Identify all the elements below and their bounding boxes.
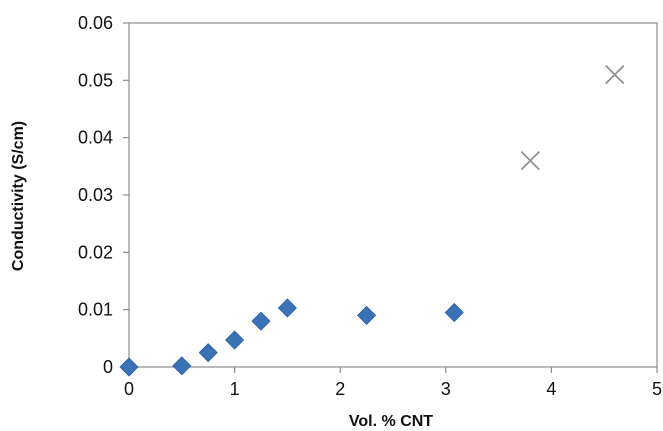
x-tick-label: 3 (441, 379, 451, 399)
x-tick-label: 1 (230, 379, 240, 399)
data-points (119, 64, 625, 377)
data-point-x-stroke (605, 64, 625, 85)
y-tick-label: 0.04 (78, 128, 113, 148)
data-point-diamond (172, 356, 192, 376)
data-point-diamond (444, 302, 464, 323)
x-axis: 0 1 2 3 4 5 (124, 367, 662, 399)
x-tick-label: 5 (652, 379, 662, 399)
data-point-diamond (119, 357, 139, 377)
y-tick-label: 0.02 (78, 242, 113, 262)
x-tick-label: 0 (124, 379, 134, 399)
y-tick-label: 0.05 (78, 70, 113, 90)
y-tick-label: 0.03 (78, 185, 113, 205)
x-tick-label: 2 (335, 379, 345, 399)
data-point-diamond (251, 311, 271, 331)
plot-area (128, 22, 658, 368)
y-axis-title: Conductivity (S/cm) (10, 121, 27, 271)
data-point-diamond (357, 305, 377, 325)
y-tick-label: 0.06 (78, 13, 113, 33)
y-axis: 0 0.01 0.02 0.03 0.04 0.05 0.06 (78, 13, 129, 377)
data-point-x (520, 150, 540, 171)
data-point-diamond (198, 343, 218, 363)
x-axis-title: Vol. % CNT (349, 413, 433, 430)
data-point-x (605, 64, 625, 85)
y-tick-label: 0.01 (78, 300, 113, 320)
data-point-diamond (277, 298, 297, 318)
data-point-diamond (225, 330, 245, 350)
data-point-x-stroke (520, 150, 540, 171)
y-tick-label: 0 (103, 357, 113, 377)
plot-border (128, 22, 658, 368)
x-tick-label: 4 (546, 379, 556, 399)
